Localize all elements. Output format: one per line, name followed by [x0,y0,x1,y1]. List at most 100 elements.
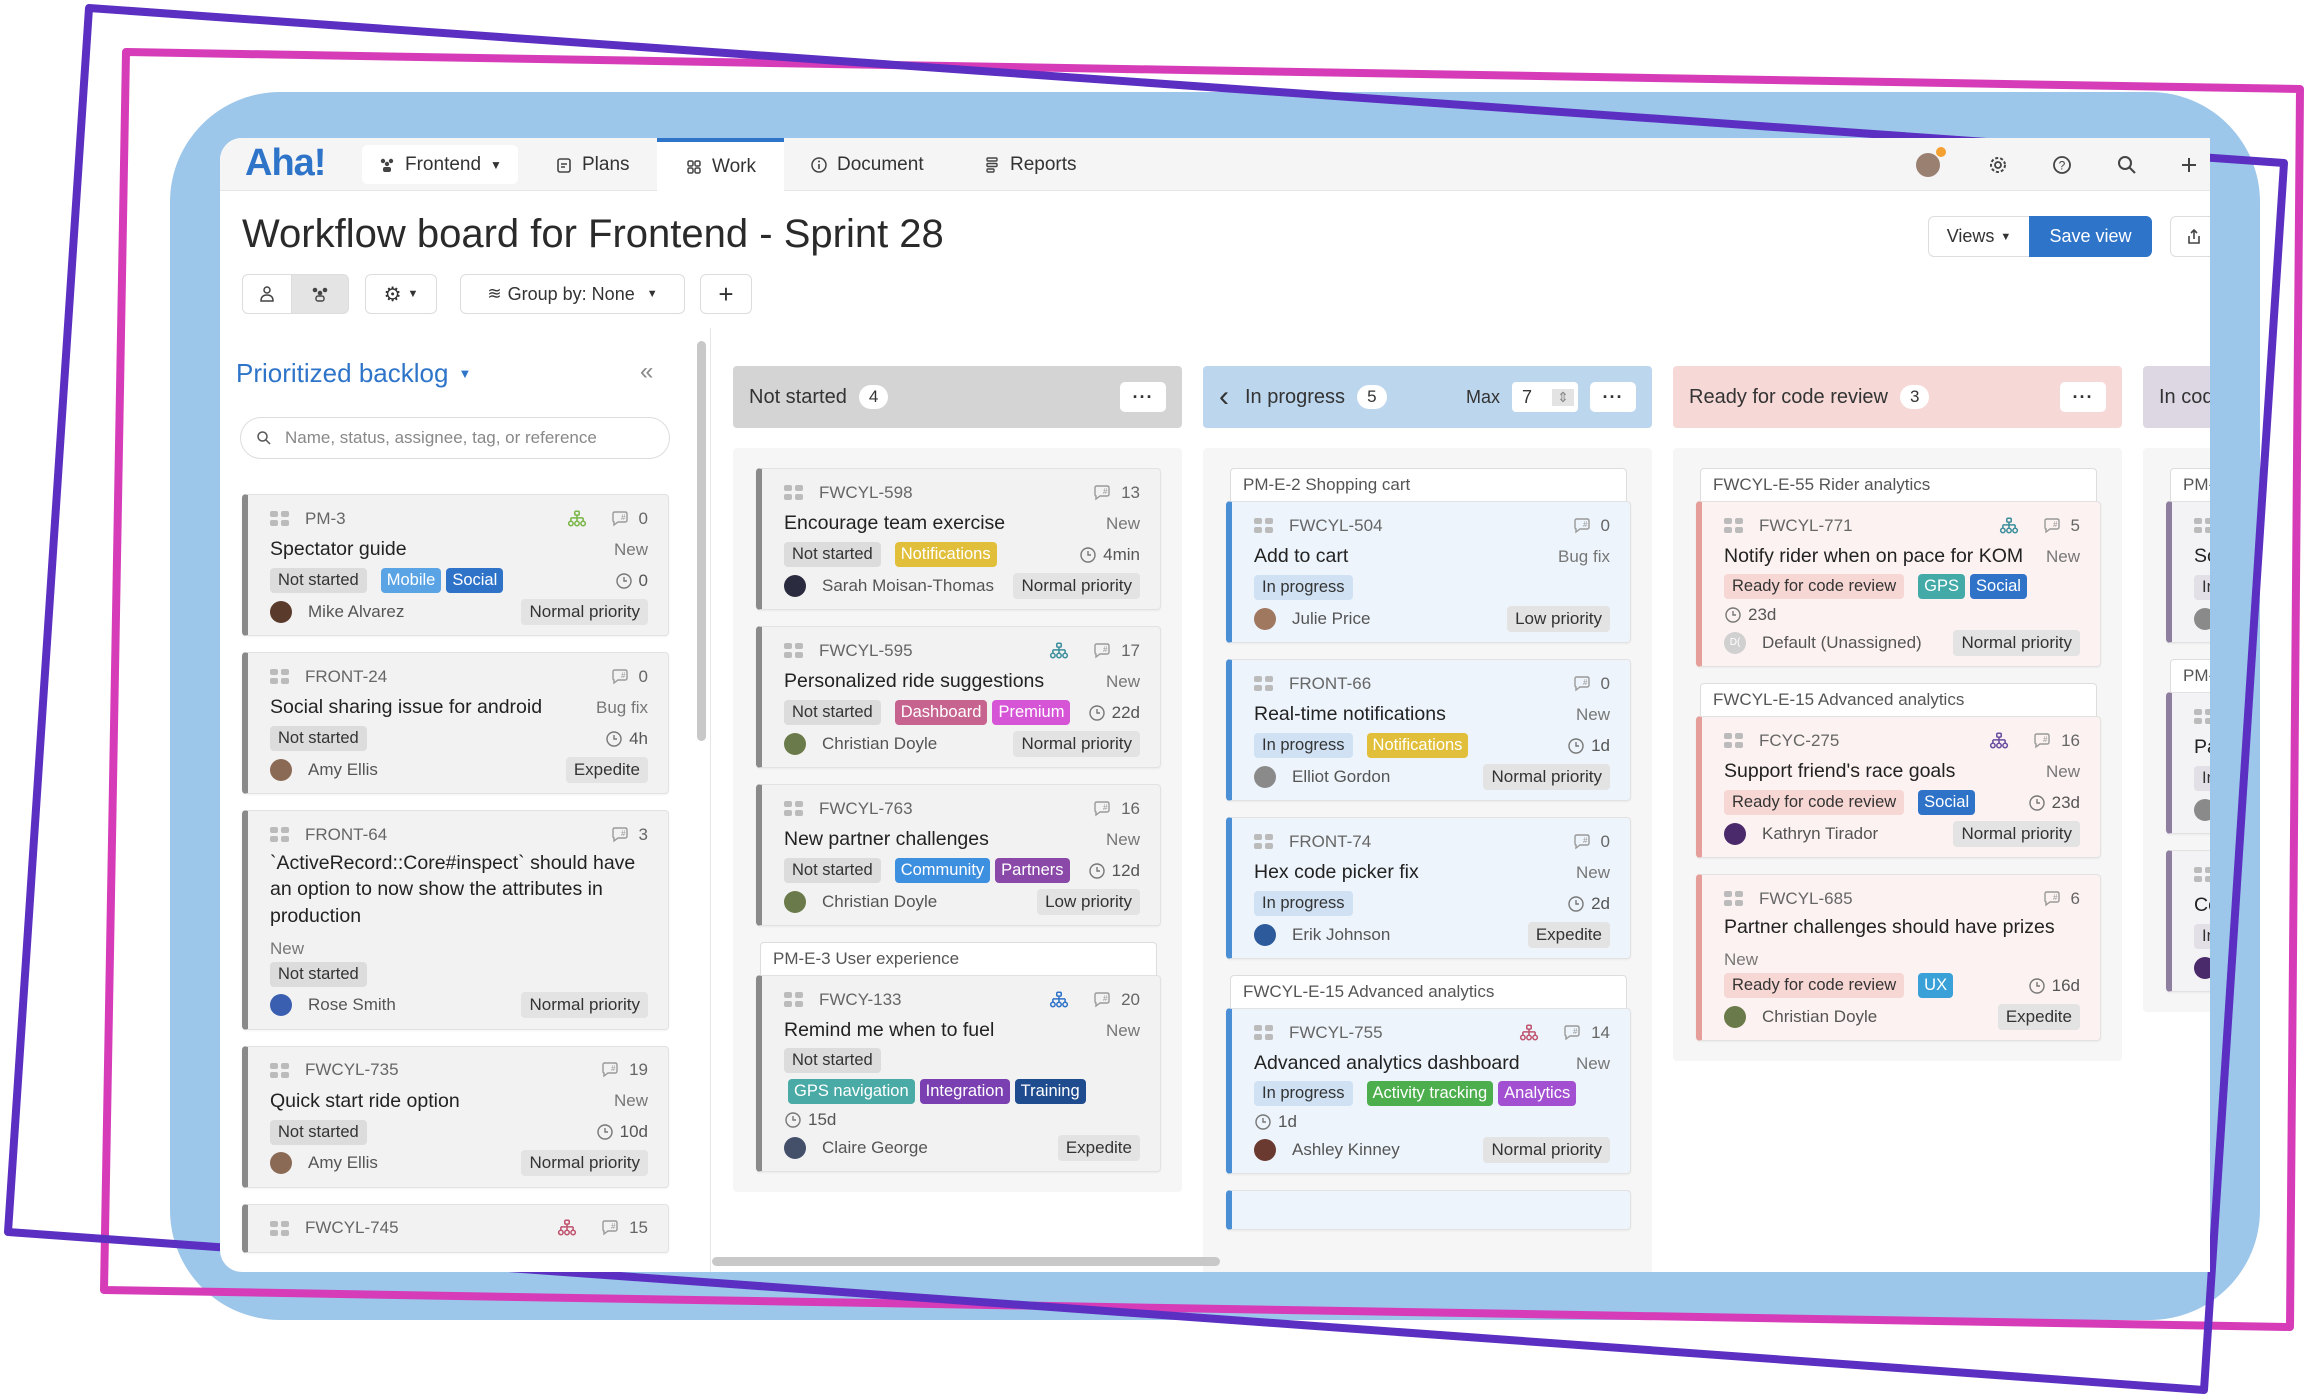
card[interactable]: FWCYL-598 #13 Encourage team exercise New No… [756,468,1161,610]
card-title[interactable]: Partner challenges should have prizes [1724,916,2055,938]
status-badge[interactable]: Ready for code review [1724,973,1905,999]
card-reference[interactable]: FWCYL-595 [819,640,913,660]
card-reference[interactable]: FWCYL-763 [819,798,913,818]
drag-handle-icon[interactable] [1254,518,1273,533]
card[interactable]: Sc In [2166,501,2210,643]
drag-handle-icon[interactable] [1724,733,1743,748]
priority-badge[interactable]: Normal priority [1013,730,1140,757]
card[interactable] [1226,1190,1631,1230]
card-reference[interactable]: FWCYL-755 [1289,1022,1383,1042]
aha-logo[interactable]: Aha! [245,142,326,184]
epic-header[interactable]: FWCYL-E-15 Advanced analytics [1230,975,1627,1008]
save-view-button[interactable]: Save view [2029,216,2152,257]
column-menu-button[interactable]: ··· [2060,382,2106,412]
epic-header[interactable]: FWCYL-E-15 Advanced analytics [1700,683,2097,716]
column-menu-button[interactable]: ··· [1120,382,1166,412]
status-badge[interactable]: In [2194,766,2210,791]
drag-handle-icon[interactable] [2194,518,2210,533]
priority-badge[interactable]: Normal priority [521,1150,648,1177]
drag-handle-icon[interactable] [784,643,803,658]
card[interactable]: FWCYL-771 #5 Notify rider when on pace for… [1696,501,2101,667]
drag-handle-icon[interactable] [1724,518,1743,533]
assignee-name[interactable]: Christian Doyle [822,891,938,911]
assignee-name[interactable]: Kathryn Tirador [1762,823,1879,843]
nav-plans[interactable]: Plans [555,138,630,191]
epic-header[interactable]: PM- [2170,659,2210,692]
priority-badge[interactable]: Low priority [1037,888,1140,915]
card-title[interactable]: Hex code picker fix [1254,861,1419,884]
card-title[interactable]: Notify rider when on pace for KOM [1724,545,2024,568]
card-title[interactable]: Spectator guide [270,538,407,561]
status-badge[interactable]: In progress [1254,1081,1353,1106]
tag[interactable]: Dashboard [894,700,988,725]
card-reference[interactable]: FRONT-74 [1289,831,1372,851]
card[interactable]: FWCYL-595 #17 Personalized ride suggestion… [756,626,1161,768]
priority-badge[interactable]: Expedite [1057,1134,1140,1161]
tag[interactable]: Premium [992,700,1071,725]
status-badge[interactable]: Not started [270,726,367,751]
card[interactable]: FCYC-275 #16 Support friend's race goals Ne… [1696,716,2101,858]
status-badge[interactable]: Not started [784,1048,881,1073]
user-avatar[interactable] [1916,147,1946,177]
card-reference[interactable]: FWCYL-745 [305,1218,399,1238]
gear-icon[interactable] [1986,153,2010,177]
card[interactable]: FWCYL-685 #6 Partner challenges should hav… [1696,874,2101,1042]
status-badge[interactable]: In [2194,575,2210,600]
card-reference[interactable]: PM-3 [305,508,346,528]
collapse-sidebar-icon[interactable]: « [640,358,654,385]
card-title[interactable]: New partner challenges [784,828,989,851]
priority-badge[interactable]: Normal priority [521,598,648,625]
priority-badge[interactable]: Expedite [1527,921,1610,948]
share-button[interactable] [2170,216,2210,257]
card-reference[interactable]: FWCYL-735 [305,1060,399,1080]
priority-badge[interactable]: Normal priority [1953,820,2080,847]
assignee-name[interactable]: Amy Ellis [308,759,378,779]
drag-handle-icon[interactable] [2194,867,2210,882]
card[interactable]: FWCYL-735 #19 Quick start ride option New No… [242,1045,669,1188]
sidebar-scrollbar[interactable] [697,341,706,741]
nav-reports[interactable]: Reports [983,138,1077,191]
stepper-icon[interactable]: ⇕ [1552,388,1574,406]
backlog-search-input[interactable]: Name, status, assignee, tag, or referenc… [240,417,670,459]
epic-header[interactable]: PM- [2170,468,2210,501]
card-title[interactable]: Co [2194,894,2210,917]
column-menu-button[interactable]: ··· [1590,382,1636,412]
card[interactable]: FRONT-74 #0 Hex code picker fix New In progr… [1226,817,1631,959]
status-badge[interactable]: Not started [784,700,881,725]
help-icon[interactable]: ? [2050,153,2074,177]
team-view-button[interactable] [291,274,349,314]
tag[interactable]: Notifications [894,542,997,567]
card[interactable]: FWCY-133 #20 Remind me when to fuel New Not … [756,975,1161,1172]
card-title[interactable]: Personalized ride suggestions [784,670,1045,693]
drag-handle-icon[interactable] [1254,1025,1273,1040]
epic-header[interactable]: PM-E-2 Shopping cart [1230,468,1627,501]
assignee-name[interactable]: Ashley Kinney [1292,1139,1400,1159]
epic-header[interactable]: PM-E-3 User experience [760,942,1157,975]
status-badge[interactable]: Ready for code review [1724,574,1905,599]
wip-max-input[interactable]: 7 ⇕ [1512,382,1578,412]
tag[interactable]: GPS [1918,574,1966,599]
tag[interactable]: Activity tracking [1366,1081,1494,1106]
tag[interactable]: UX [1918,973,1954,999]
card-reference[interactable]: FRONT-24 [305,666,388,686]
tag[interactable]: Partners [995,858,1070,883]
drag-handle-icon[interactable] [1254,676,1273,691]
tag[interactable]: Social [1918,790,1976,815]
status-badge[interactable]: Not started [784,542,881,567]
drag-handle-icon[interactable] [270,1062,289,1078]
status-badge[interactable]: In progress [1254,575,1353,600]
card-reference[interactable]: FWCYL-598 [819,482,913,502]
tag[interactable]: Community [894,858,991,883]
priority-badge[interactable]: Expedite [565,756,648,783]
views-button[interactable]: Views ▼ [1928,216,2030,257]
assignee-name[interactable]: Claire George [822,1137,928,1157]
tag[interactable]: Notifications [1366,733,1469,758]
card-reference[interactable]: FRONT-66 [1289,673,1372,693]
tag[interactable]: Mobile [380,568,442,593]
drag-handle-icon[interactable] [784,485,803,500]
assignee-name[interactable]: Christian Doyle [1762,1006,1878,1026]
card-title[interactable]: Social sharing issue for android [270,696,543,719]
tag[interactable]: Analytics [1498,1081,1577,1106]
tag[interactable]: Training [1014,1079,1086,1104]
status-badge[interactable]: Not started [270,568,367,593]
